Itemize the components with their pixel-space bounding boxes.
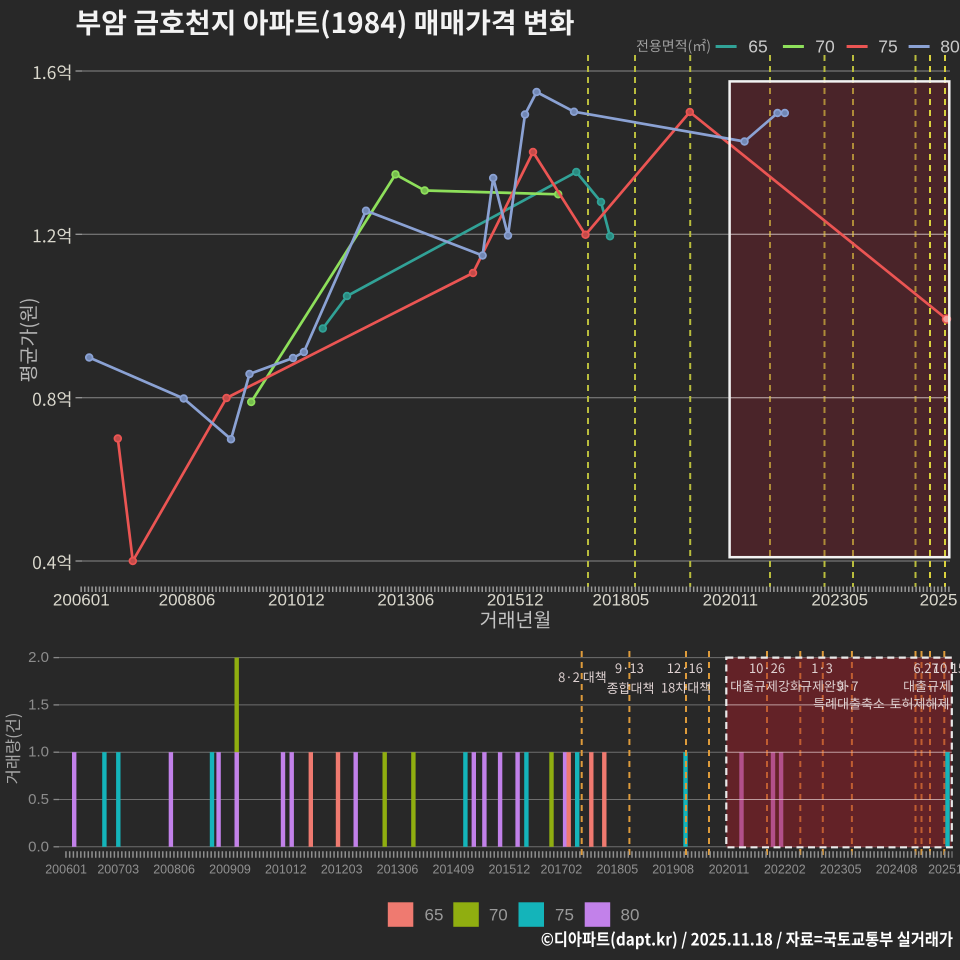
svg-text:1.5: 1.5 xyxy=(28,696,49,713)
svg-text:202011: 202011 xyxy=(703,591,758,610)
svg-text:202202: 202202 xyxy=(764,863,806,877)
svg-text:201012: 201012 xyxy=(268,591,325,610)
svg-text:202011: 202011 xyxy=(709,863,750,877)
svg-text:2.0: 2.0 xyxy=(28,649,49,666)
svg-text:2025: 2025 xyxy=(920,591,958,610)
svg-text:202305: 202305 xyxy=(811,591,868,610)
svg-text:80: 80 xyxy=(940,37,960,57)
svg-text:201306: 201306 xyxy=(377,863,419,877)
svg-text:201512: 201512 xyxy=(488,863,530,877)
svg-text:202408: 202408 xyxy=(876,863,918,877)
svg-text:200806: 200806 xyxy=(159,591,216,610)
svg-text:201512: 201512 xyxy=(487,591,544,610)
svg-text:200601: 200601 xyxy=(45,863,87,877)
svg-text:75: 75 xyxy=(555,906,574,925)
svg-text:201805: 201805 xyxy=(593,591,650,610)
svg-text:201908: 201908 xyxy=(652,863,694,877)
svg-text:80: 80 xyxy=(621,906,640,925)
svg-text:0.0: 0.0 xyxy=(28,838,49,855)
svg-text:70: 70 xyxy=(489,906,508,925)
svg-text:202511: 202511 xyxy=(928,863,960,877)
svg-text:201306: 201306 xyxy=(377,591,434,610)
svg-text:200703: 200703 xyxy=(97,863,139,877)
svg-text:200909: 200909 xyxy=(209,863,251,877)
svg-text:200601: 200601 xyxy=(53,591,110,610)
svg-text:201805: 201805 xyxy=(596,863,638,877)
svg-text:200806: 200806 xyxy=(153,863,195,877)
svg-text:202305: 202305 xyxy=(820,863,862,877)
svg-text:201203: 201203 xyxy=(321,863,363,877)
svg-text:65: 65 xyxy=(748,37,767,57)
svg-text:1.0: 1.0 xyxy=(28,744,49,761)
svg-text:201012: 201012 xyxy=(265,863,307,877)
svg-text:70: 70 xyxy=(815,37,835,57)
svg-text:201409: 201409 xyxy=(433,863,475,877)
svg-text:65: 65 xyxy=(425,906,444,925)
svg-text:201702: 201702 xyxy=(541,863,583,877)
svg-text:75: 75 xyxy=(878,37,897,57)
svg-text:0.5: 0.5 xyxy=(28,791,49,808)
